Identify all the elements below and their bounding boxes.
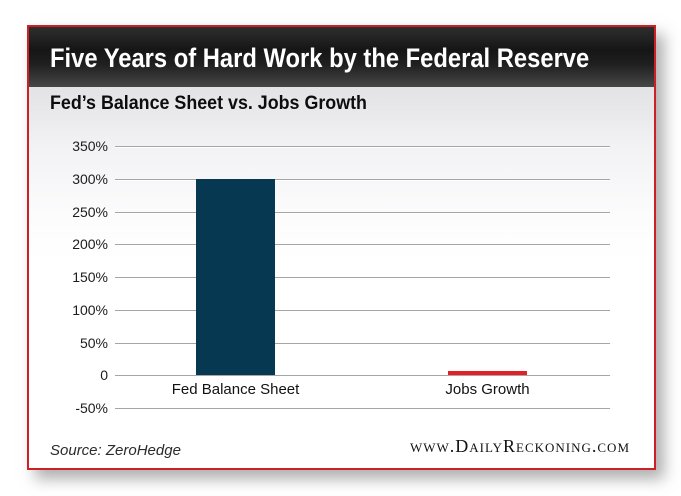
y-gridline — [115, 277, 610, 278]
y-gridline — [115, 375, 610, 377]
y-tick-label: 200% — [72, 236, 108, 253]
category-label: Fed Balance Sheet — [171, 381, 300, 399]
y-tick-label: 150% — [72, 269, 108, 285]
plot-area: 350% 300% 250% 200% 150% 100% 50% 0 -50% Fed Bala… — [29, 27, 654, 468]
category-label: Jobs Growth — [445, 381, 530, 399]
y-tick-label: 300% — [72, 170, 108, 187]
chart-title: Five Years of Hard Work by the Federal R… — [50, 43, 590, 73]
y-tick-label: -50% — [75, 400, 108, 416]
y-gridline — [115, 408, 610, 409]
chart-header-band: Five Years of Hard Work by the Federal R… — [29, 27, 654, 87]
y-gridline — [115, 309, 610, 311]
y-tick-label: 50% — [79, 334, 108, 351]
y-tick-label: 250% — [72, 203, 108, 220]
watermark: www.DailyReckoning.com — [409, 436, 630, 456]
chart-subtitle: Fed’s Balance Sheet vs. Jobs Growth — [50, 93, 367, 114]
y-gridline — [115, 178, 610, 180]
fed-balance-sheet-bar — [196, 178, 275, 376]
source-label: Source: ZeroHedge — [50, 442, 181, 459]
jobs-growth-bar — [448, 371, 527, 376]
y-tick-label: 350% — [72, 138, 108, 154]
y-gridline — [115, 146, 610, 147]
y-gridline — [115, 211, 610, 213]
y-gridline — [115, 342, 610, 344]
chart-panel: Five Years of Hard Work by the Federal R… — [27, 25, 656, 470]
y-gridline — [115, 244, 610, 246]
y-tick-label: 100% — [72, 301, 108, 318]
y-tick-label: 0 — [100, 367, 108, 384]
